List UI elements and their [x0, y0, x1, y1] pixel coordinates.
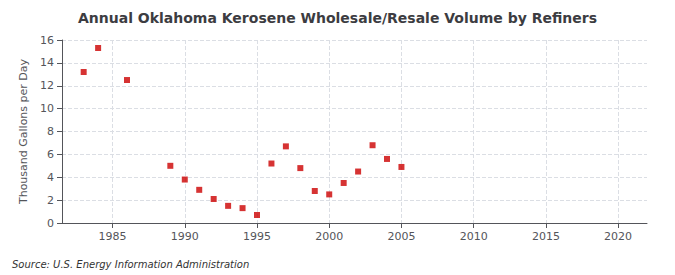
svg-text:10: 10	[40, 102, 54, 115]
svg-text:16: 16	[40, 34, 54, 47]
svg-text:Source: U.S. Energy Informatio: Source: U.S. Energy Information Administ…	[12, 259, 249, 270]
svg-text:2015: 2015	[532, 230, 560, 243]
svg-text:4: 4	[47, 171, 54, 184]
svg-text:6: 6	[47, 148, 54, 161]
svg-text:1990: 1990	[171, 230, 199, 243]
svg-text:2010: 2010	[460, 230, 488, 243]
svg-text:0: 0	[47, 217, 54, 230]
svg-text:2020: 2020	[604, 230, 632, 243]
svg-text:2000: 2000	[315, 230, 343, 243]
svg-text:Thousand Gallons per Day: Thousand Gallons per Day	[17, 58, 30, 205]
svg-text:14: 14	[40, 56, 54, 69]
svg-text:2: 2	[47, 194, 54, 207]
svg-text:8: 8	[47, 125, 54, 138]
svg-text:1985: 1985	[99, 230, 127, 243]
svg-text:Annual Oklahoma Kerosene Whole: Annual Oklahoma Kerosene Wholesale/Resal…	[78, 10, 597, 26]
svg-text:1995: 1995	[243, 230, 271, 243]
svg-text:2005: 2005	[387, 230, 415, 243]
svg-text:12: 12	[40, 79, 54, 92]
